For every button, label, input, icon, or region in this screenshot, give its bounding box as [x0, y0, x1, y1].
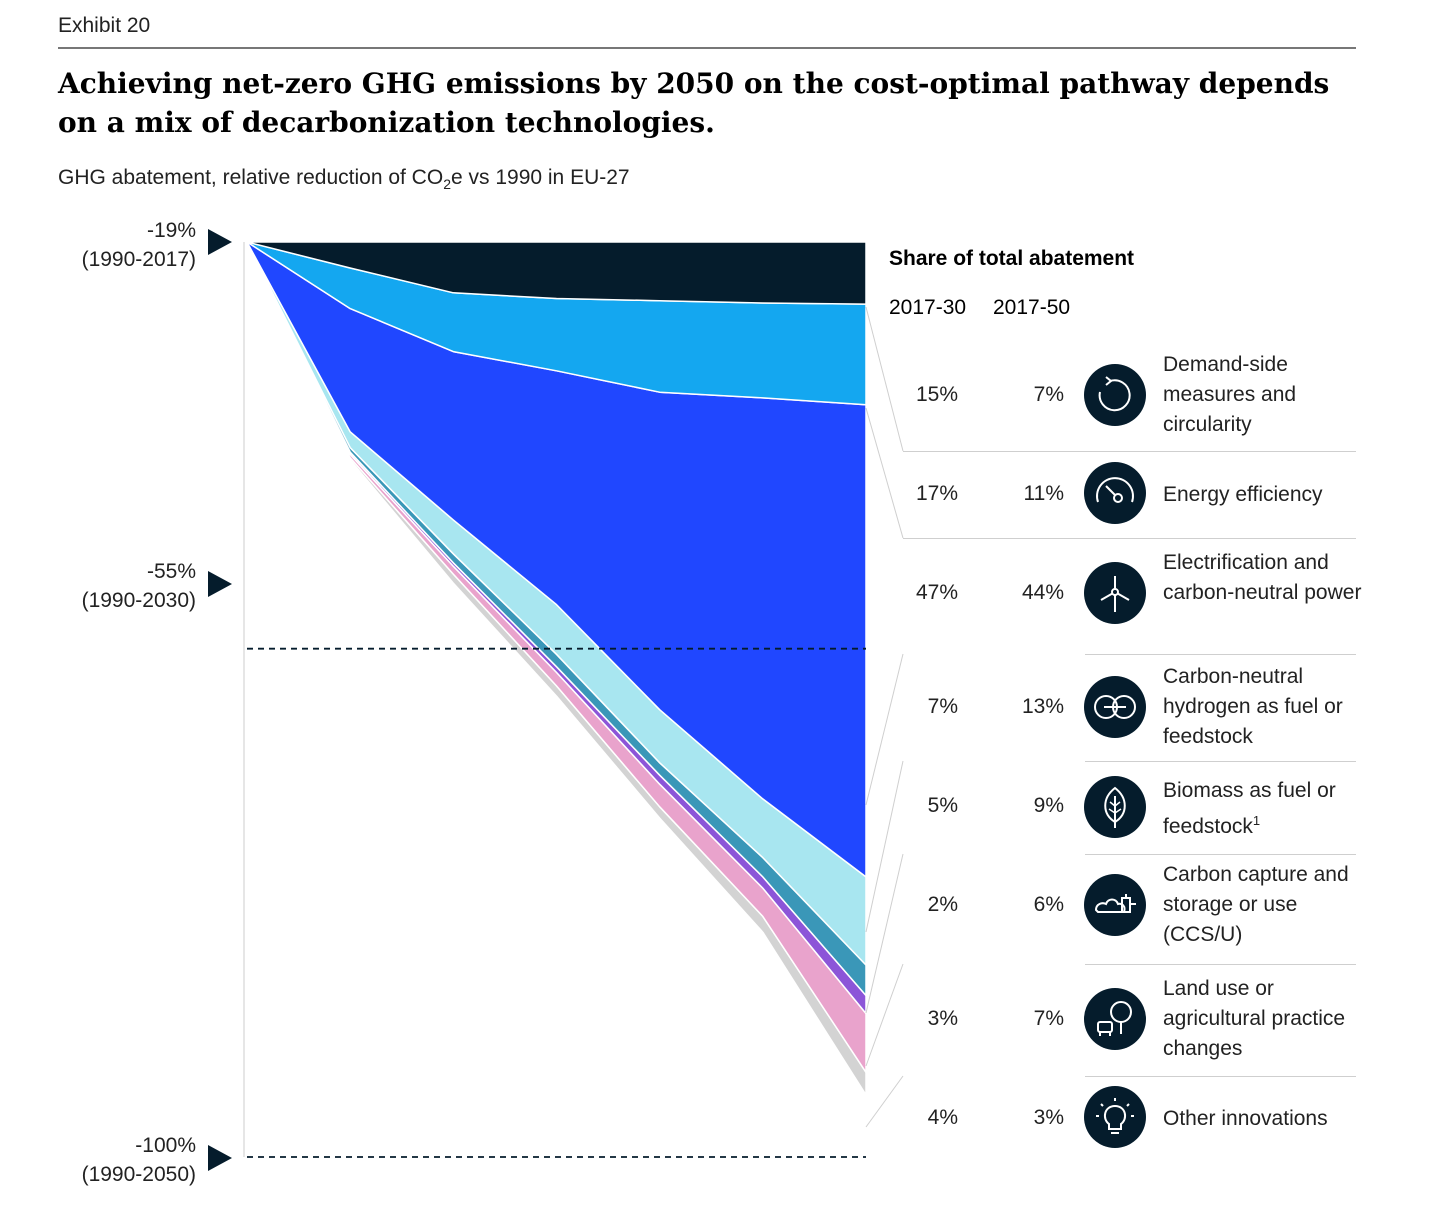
- share-2017-30: 47%: [915, 581, 958, 604]
- leader-line-1: [865, 306, 904, 452]
- share-2017-30: 2%: [927, 893, 958, 916]
- hydrogen-molecule-icon: [1084, 676, 1146, 738]
- column-header-2017-50: 2017-50: [993, 296, 1071, 319]
- chart-subtitle: GHG abatement, relative reduction of CO2…: [58, 166, 630, 193]
- leader-line-5: [865, 853, 904, 1014]
- share-2017-30: 4%: [927, 1106, 958, 1129]
- row-divider: [1085, 654, 1356, 655]
- share-2017-30: 15%: [915, 383, 958, 406]
- exhibit-label: Exhibit 20: [58, 14, 151, 37]
- table-heading: Share of total abatement: [889, 247, 1135, 270]
- leader-line-3: [865, 653, 904, 806]
- tree-cow-icon: [1084, 988, 1146, 1050]
- triangle-marker-icon: [208, 571, 232, 597]
- share-2017-30: 7%: [927, 695, 958, 718]
- leader-line-6: [865, 963, 904, 1067]
- leader-line-7: [865, 1075, 904, 1128]
- row-divider: [903, 538, 1356, 539]
- row-label: Energy efficiency: [1163, 483, 1323, 506]
- wind-turbine-icon: [1084, 562, 1146, 624]
- share-2017-50: 11%: [1023, 482, 1064, 505]
- triangle-marker-icon: [208, 229, 232, 255]
- leader-line-2: [865, 407, 904, 539]
- row-divider: [1085, 854, 1356, 855]
- row-divider: [1085, 1076, 1356, 1077]
- share-2017-50: 13%: [1021, 695, 1064, 718]
- row-label: Electrification and carbon-neutral power: [1163, 551, 1362, 604]
- share-2017-50: 7%: [1033, 1007, 1064, 1030]
- leader-line-4: [865, 760, 904, 933]
- row-label: Carbon-neutral hydrogen as fuel or feeds…: [1163, 665, 1343, 748]
- row-label: Other innovations: [1163, 1107, 1328, 1130]
- y-marker-label-2030: -55% (1990-2030): [81, 560, 196, 612]
- row-divider: [1085, 964, 1356, 965]
- triangle-marker-icon: [208, 1145, 232, 1171]
- row-label: Carbon capture and storage or use (CCS/U…: [1163, 863, 1349, 946]
- header-rule: [58, 47, 1356, 49]
- leaf-icon: [1084, 776, 1146, 838]
- circular-arrow-icon: [1084, 364, 1146, 426]
- share-2017-50: 44%: [1021, 581, 1064, 604]
- chart-title: Achieving net-zero GHG emissions by 2050…: [58, 67, 1330, 139]
- column-header-2017-30: 2017-30: [889, 296, 967, 319]
- gauge-icon: [1084, 462, 1146, 524]
- row-divider: [903, 451, 1356, 452]
- area-series-1: [246, 241, 867, 305]
- co2-capture-icon: [1084, 874, 1146, 936]
- share-2017-30: 3%: [927, 1007, 958, 1030]
- row-label: Demand-side measures and circularity: [1163, 353, 1297, 436]
- share-2017-50: 9%: [1033, 794, 1064, 817]
- share-2017-50: 7%: [1033, 383, 1064, 406]
- y-marker-label-2017: -19% (1990-2017): [81, 219, 196, 271]
- share-2017-30: 17%: [915, 482, 958, 505]
- row-label: Land use or agricultural practice change…: [1163, 977, 1346, 1060]
- share-2017-50: 6%: [1033, 893, 1064, 916]
- row-label: Biomass as fuel or feedstock1: [1163, 779, 1336, 838]
- y-marker-label-2050: -100% (1990-2050): [81, 1134, 196, 1186]
- share-2017-30: 5%: [927, 794, 958, 817]
- row-divider: [1085, 761, 1356, 762]
- share-2017-50: 3%: [1033, 1106, 1064, 1129]
- lightbulb-icon: [1084, 1086, 1146, 1148]
